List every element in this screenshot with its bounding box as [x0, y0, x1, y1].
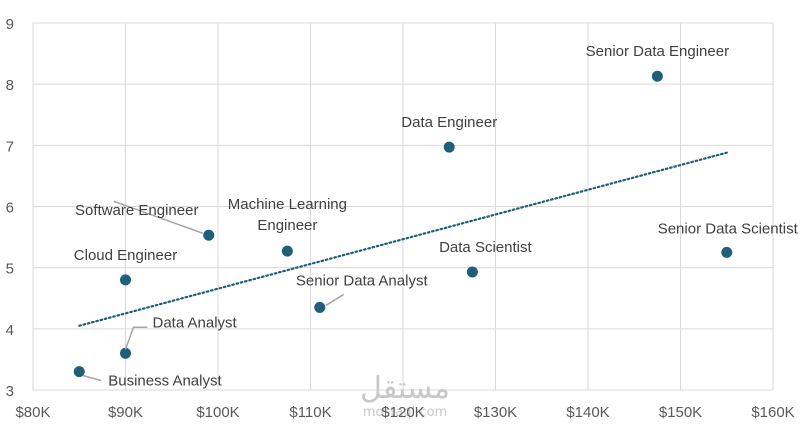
x-tick-label: $90K [108, 404, 143, 421]
trendline [78, 151, 728, 327]
y-tick-label: 6 [6, 200, 14, 217]
y-tick-label: 5 [6, 261, 14, 278]
gridlines [32, 22, 774, 391]
data-point [443, 141, 455, 153]
point-label: Senior Data Engineer [586, 43, 729, 60]
point-label: Software Engineer [75, 202, 198, 219]
data-points [73, 70, 733, 378]
data-point [120, 274, 131, 286]
data-point [203, 229, 215, 241]
point-label: Business Analyst [108, 373, 222, 390]
x-tick-label: $100K [196, 404, 239, 421]
point-label: Engineer [257, 217, 317, 234]
x-tick-label: $130K [474, 404, 517, 421]
x-tick-label: $80K [15, 404, 50, 421]
x-tick-label: $150K [659, 404, 702, 421]
watermark-text: مستقل [360, 371, 450, 406]
data-point [73, 366, 85, 378]
point-label: Data Engineer [401, 114, 497, 131]
y-tick-label: 3 [6, 383, 14, 400]
trendline-layer [78, 151, 728, 327]
y-tick-label: 4 [6, 322, 14, 339]
data-point [314, 301, 326, 313]
x-tick-label: $160K [751, 404, 794, 421]
y-tick-label: 7 [6, 138, 14, 155]
data-point [651, 70, 663, 82]
y-tick-label: 8 [6, 77, 14, 94]
data-point [281, 245, 293, 257]
watermark-subtext: mostaql.com [363, 405, 447, 420]
x-tick-label: $120K [381, 404, 424, 421]
x-tick-label: $140K [566, 404, 609, 421]
leader-line [113, 200, 204, 234]
point-label: Data Analyst [153, 314, 238, 331]
point-label: Cloud Engineer [74, 247, 177, 264]
leader-line [83, 374, 102, 382]
y-axis-tick-labels: 3 4 5 6 7 8 9 [6, 16, 14, 400]
point-label: Senior Data Analyst [296, 272, 429, 289]
point-label: Machine Learning [228, 196, 347, 213]
point-label: Data Scientist [439, 239, 532, 256]
point-label: Senior Data Scientist [658, 220, 799, 237]
data-point [466, 266, 478, 278]
x-axis-tick-labels: $80K $90K $100K $110K $120K $130K $140K $150K $1… [15, 404, 794, 421]
data-point [120, 347, 131, 359]
data-point [721, 246, 733, 258]
x-tick-label: $110K [289, 404, 331, 421]
y-tick-label: 9 [6, 16, 14, 33]
watermark: مستقل mostaql.com [360, 371, 450, 420]
leader-line [325, 293, 345, 307]
point-labels: Business Analyst Data Analyst Cloud Engine… [74, 43, 799, 389]
leader-line [124, 326, 148, 350]
